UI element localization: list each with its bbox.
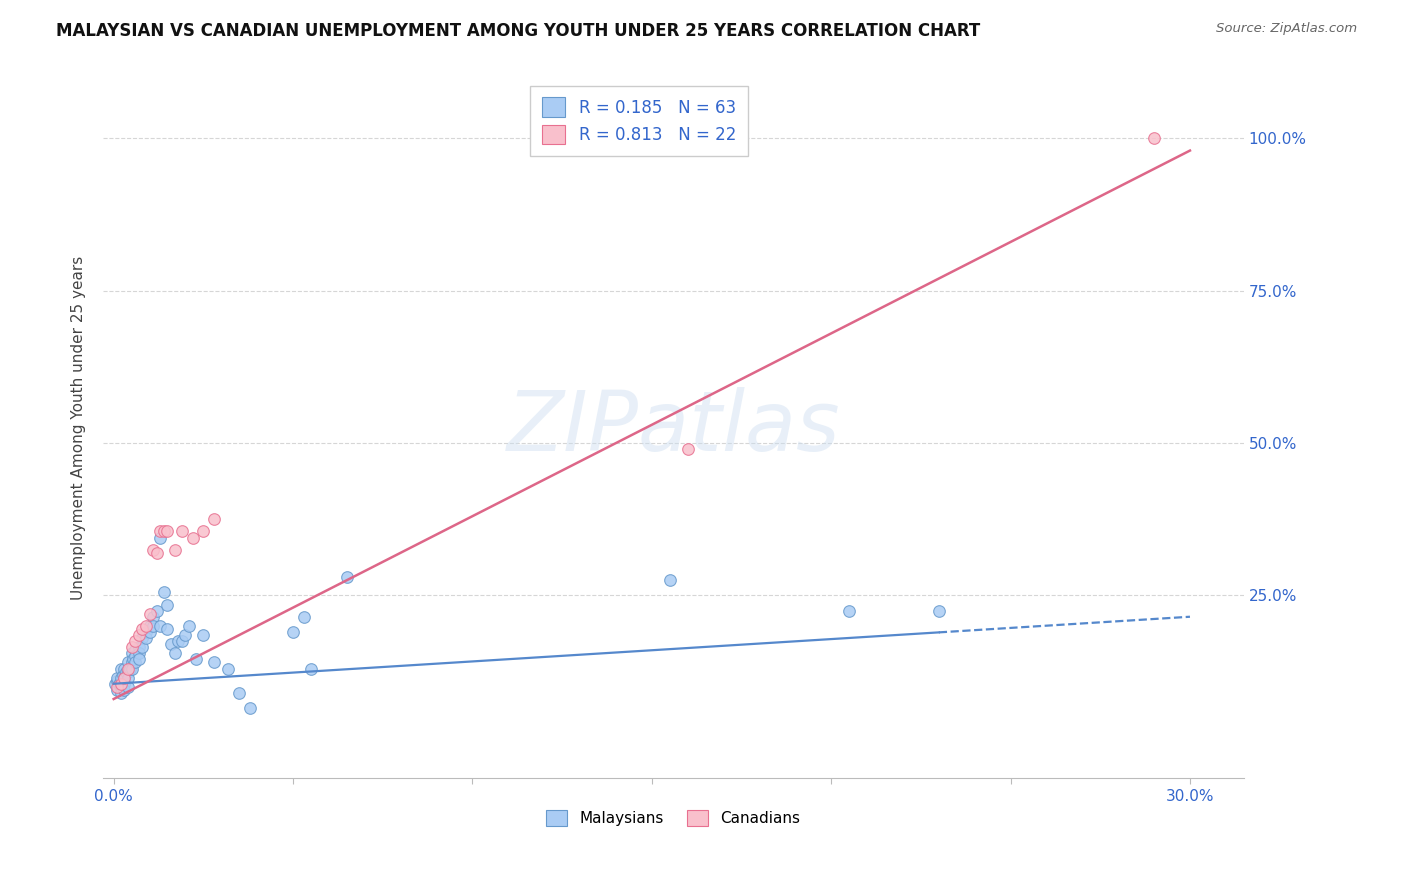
Malaysians (128, 646, 150, 660)
Malaysians (110, 680, 132, 694)
Canadians (128, 628, 150, 642)
Malaysians (110, 671, 132, 685)
Malaysians (114, 671, 136, 685)
Malaysians (177, 619, 200, 633)
Malaysians (117, 665, 139, 679)
Malaysians (145, 604, 167, 618)
Malaysians (336, 570, 359, 584)
Canadians (149, 524, 172, 539)
Canadians (110, 677, 132, 691)
Canadians (114, 671, 136, 685)
Malaysians (110, 661, 132, 675)
Malaysians (174, 628, 197, 642)
Malaysians (193, 628, 215, 642)
Canadians (131, 622, 153, 636)
Malaysians (131, 640, 153, 655)
Malaysians (114, 677, 136, 691)
Malaysians (121, 661, 143, 675)
Malaysians (156, 622, 179, 636)
Malaysians (299, 661, 322, 675)
Malaysians (138, 619, 160, 633)
Malaysians (131, 631, 153, 645)
Malaysians (149, 619, 172, 633)
Malaysians (110, 686, 132, 700)
Y-axis label: Unemployment Among Youth under 25 years: Unemployment Among Youth under 25 years (72, 256, 86, 600)
Malaysians (117, 680, 139, 694)
Malaysians (156, 598, 179, 612)
Canadians (138, 607, 160, 621)
Malaysians (138, 624, 160, 639)
Canadians (156, 524, 179, 539)
Malaysians (217, 661, 239, 675)
Malaysians (128, 652, 150, 666)
Malaysians (928, 604, 950, 618)
Malaysians (104, 677, 127, 691)
Malaysians (121, 656, 143, 670)
Legend: Malaysians, Canadians: Malaysians, Canadians (538, 803, 808, 834)
Canadians (163, 542, 186, 557)
Canadians (105, 680, 128, 694)
Text: ZIPatlas: ZIPatlas (506, 387, 841, 468)
Malaysians (122, 652, 145, 666)
Malaysians (105, 673, 128, 688)
Canadians (121, 640, 143, 655)
Malaysians (105, 682, 128, 697)
Malaysians (163, 646, 186, 660)
Malaysians (105, 671, 128, 685)
Malaysians (124, 643, 146, 657)
Canadians (170, 524, 193, 539)
Malaysians (142, 609, 165, 624)
Canadians (145, 546, 167, 560)
Canadians (117, 661, 139, 675)
Malaysians (118, 661, 141, 675)
Malaysians (281, 624, 304, 639)
Malaysians (202, 656, 225, 670)
Canadians (135, 619, 157, 633)
Malaysians (124, 649, 146, 664)
Malaysians (170, 634, 193, 648)
Text: Source: ZipAtlas.com: Source: ZipAtlas.com (1216, 22, 1357, 36)
Canadians (193, 524, 215, 539)
Malaysians (128, 640, 150, 655)
Malaysians (124, 656, 146, 670)
Malaysians (186, 652, 208, 666)
Malaysians (228, 686, 250, 700)
Malaysians (153, 585, 176, 599)
Malaysians (111, 667, 134, 681)
Malaysians (117, 656, 139, 670)
Canadians (142, 542, 165, 557)
Malaysians (114, 682, 136, 697)
Malaysians (117, 671, 139, 685)
Canadians (202, 512, 225, 526)
Malaysians (121, 646, 143, 660)
Canadians (124, 634, 146, 648)
Malaysians (142, 619, 165, 633)
Canadians (676, 442, 699, 457)
Malaysians (292, 609, 315, 624)
Malaysians (160, 637, 183, 651)
Malaysians (838, 604, 860, 618)
Malaysians (108, 677, 131, 691)
Canadians (181, 531, 204, 545)
Malaysians (239, 701, 262, 715)
Malaysians (135, 631, 157, 645)
Malaysians (115, 665, 138, 679)
Malaysians (167, 634, 190, 648)
Canadians (1143, 131, 1166, 145)
Malaysians (135, 624, 157, 639)
Malaysians (149, 531, 172, 545)
Canadians (153, 524, 176, 539)
Malaysians (114, 661, 136, 675)
Malaysians (658, 573, 681, 587)
Text: MALAYSIAN VS CANADIAN UNEMPLOYMENT AMONG YOUTH UNDER 25 YEARS CORRELATION CHART: MALAYSIAN VS CANADIAN UNEMPLOYMENT AMONG… (56, 22, 980, 40)
